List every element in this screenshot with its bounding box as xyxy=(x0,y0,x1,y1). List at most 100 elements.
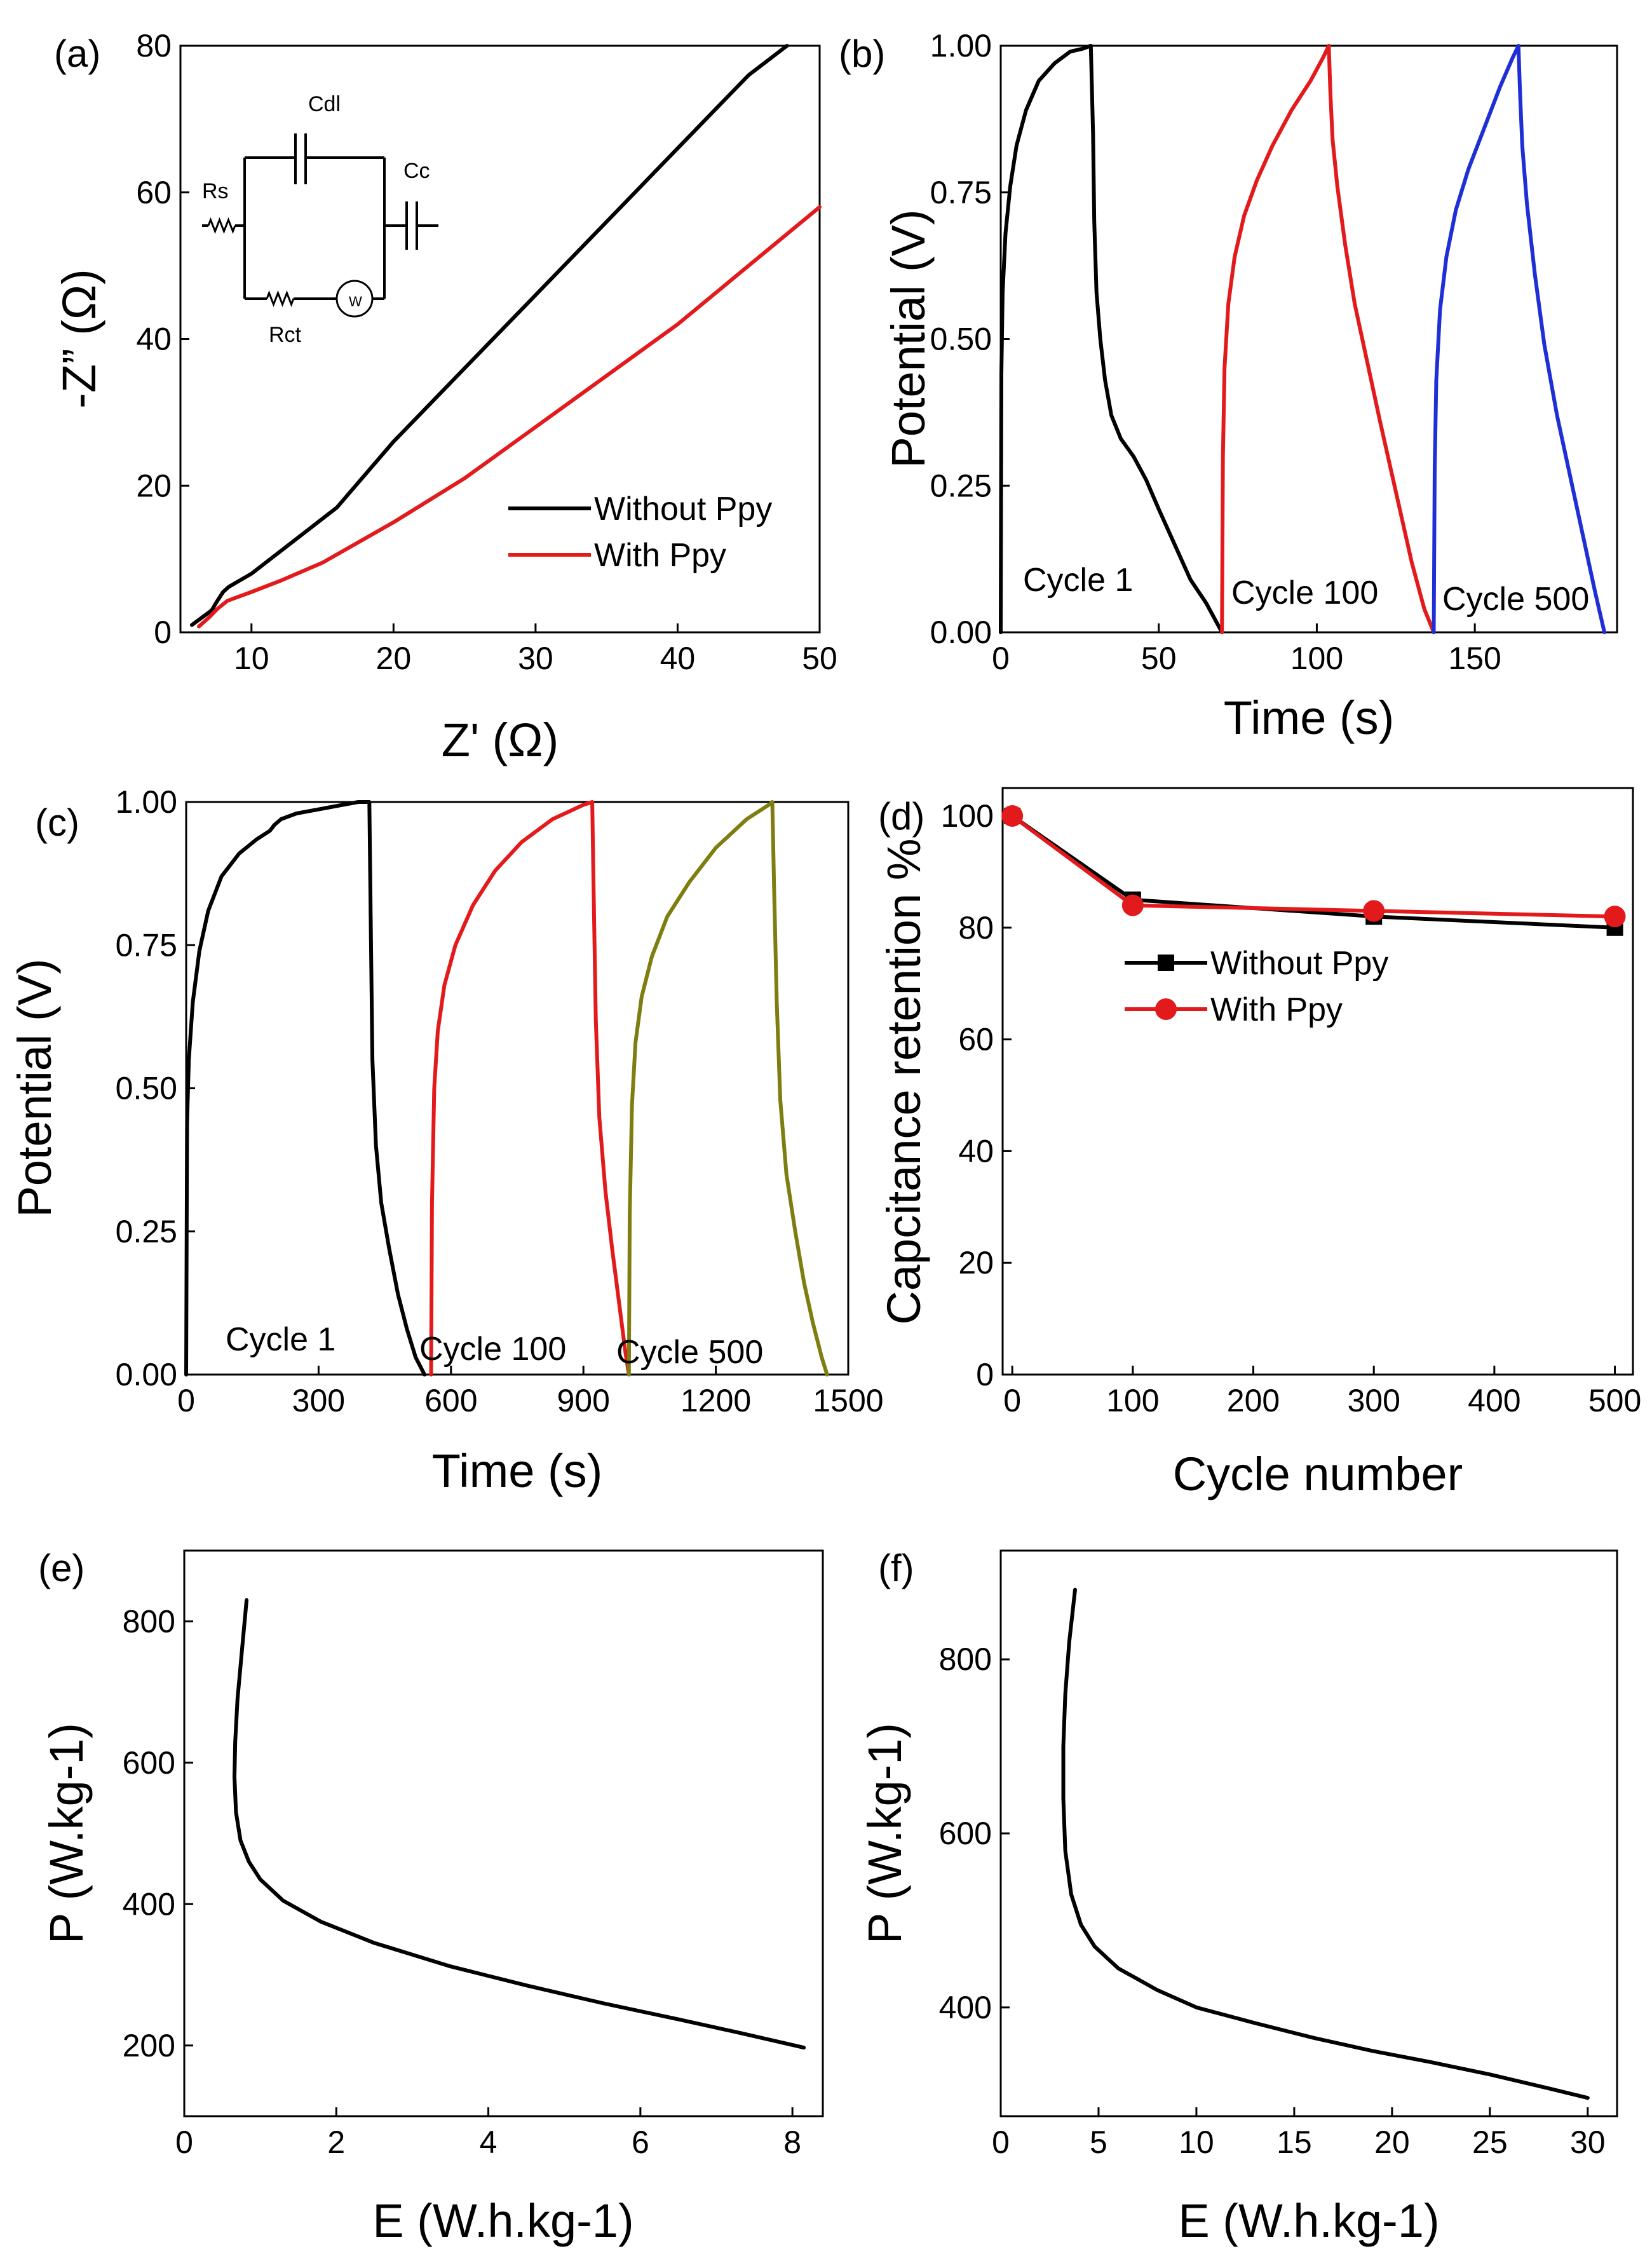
x-tick-label: 0 xyxy=(992,641,1010,676)
x-tick-label: 0 xyxy=(1003,1383,1021,1418)
x-tick-label: 4 xyxy=(480,2124,498,2160)
y-tick-label: 400 xyxy=(939,1990,992,2025)
x-tick-label: 300 xyxy=(1347,1383,1400,1418)
series-line-1 xyxy=(233,1598,806,2050)
y-tick-label: 80 xyxy=(136,28,172,64)
y-tick-label: 200 xyxy=(123,2028,175,2063)
x-tick-label: 1200 xyxy=(680,1383,751,1418)
chart-panel-6: 0 5 10 15 20 25 30 400 600 800 (f) E (W.h.kg-1) P (W… xyxy=(858,1547,1618,2247)
resistor-rs xyxy=(207,217,236,234)
y-tick-label: 0 xyxy=(976,1357,994,1392)
y-tick-label: 1.00 xyxy=(930,28,992,64)
x-tick-label: 50 xyxy=(1141,641,1177,676)
x-tick-label: 400 xyxy=(1468,1383,1520,1418)
equivalent-circuit-inset: Rs Cdl Cc Rct W xyxy=(202,92,438,347)
x-axis-label: Time (s) xyxy=(1224,691,1395,744)
y-axis-label: P (W.kg-1) xyxy=(40,1723,93,1944)
x-tick-label: 20 xyxy=(376,641,412,676)
y-tick-label: 800 xyxy=(123,1603,175,1639)
y-tick-label: 600 xyxy=(123,1745,175,1781)
circuit-label: Rs xyxy=(202,179,229,203)
y-tick-label: 0.00 xyxy=(930,615,992,650)
y-tick-label: 600 xyxy=(939,1816,992,1851)
x-tick-label: 20 xyxy=(1374,2124,1410,2160)
y-tick-label: 0 xyxy=(154,615,172,650)
y-axis-label: Capcitance retention % xyxy=(877,838,930,1324)
y-tick-label: 0.00 xyxy=(116,1357,177,1392)
x-tick-label: 900 xyxy=(557,1383,609,1418)
x-tick-label: 600 xyxy=(424,1383,477,1418)
panel-label: (e) xyxy=(38,1547,85,1589)
circuit-label: W xyxy=(349,294,362,309)
x-tick-label: 0 xyxy=(175,2124,193,2160)
data-point-circle xyxy=(1121,894,1144,916)
panel-label: (a) xyxy=(54,32,100,75)
cycle-annotation: Cycle 1 xyxy=(1023,562,1133,599)
cycle-annotation: Cycle 100 xyxy=(419,1331,566,1368)
y-axis-label: -Z” (Ω) xyxy=(53,269,105,409)
y-tick-label: 20 xyxy=(958,1245,994,1281)
x-tick-label: 100 xyxy=(1290,641,1343,676)
y-tick-label: 0.25 xyxy=(116,1214,177,1249)
x-tick-label: 5 xyxy=(1090,2124,1107,2160)
y-axis-label: Potential (V) xyxy=(882,209,935,468)
x-tick-label: 300 xyxy=(292,1383,345,1418)
x-tick-label: 30 xyxy=(518,641,553,676)
x-tick-label: 15 xyxy=(1276,2124,1312,2160)
y-tick-label: 40 xyxy=(136,322,172,357)
chart-panel-2: 0 50 100 150 0.00 0.25 0.50 0.75 1.00 Cycle 1 Cycl… xyxy=(839,28,1618,744)
data-point-circle xyxy=(1363,900,1385,922)
y-tick-label: 60 xyxy=(958,1022,994,1057)
series-line-1 xyxy=(189,44,789,627)
legend-label: With Ppy xyxy=(594,537,726,574)
resistor-rct xyxy=(266,290,295,308)
chart-panel-4: 0 100 200 300 400 500 0 20 40 60 80 100 Without Ppy W… xyxy=(877,787,1641,1500)
x-tick-label: 40 xyxy=(660,641,696,676)
x-tick-label: 10 xyxy=(234,641,269,676)
y-tick-label: 60 xyxy=(136,175,172,210)
y-tick-label: 80 xyxy=(958,910,994,946)
x-tick-label: 30 xyxy=(1570,2124,1606,2160)
y-tick-label: 0.75 xyxy=(930,175,992,210)
series-line-1 xyxy=(999,44,1224,634)
x-tick-label: 0 xyxy=(992,2124,1010,2160)
series-line-1 xyxy=(184,800,427,1376)
x-axis-label: Z' (Ω) xyxy=(442,714,559,766)
cycle-annotation: Cycle 500 xyxy=(616,1334,763,1371)
plot-frame xyxy=(1001,787,1634,1376)
x-tick-label: 25 xyxy=(1472,2124,1508,2160)
y-tick-label: 1.00 xyxy=(116,784,177,820)
legend-label: Without Ppy xyxy=(1210,945,1388,982)
cycle-annotation: Cycle 500 xyxy=(1442,581,1589,618)
panel-label: (c) xyxy=(35,801,79,844)
y-axis-label: P (W.kg-1) xyxy=(858,1723,911,1944)
y-tick-label: 0.75 xyxy=(116,927,177,963)
x-tick-label: 0 xyxy=(177,1383,195,1418)
y-tick-label: 20 xyxy=(136,468,172,503)
y-tick-label: 0.50 xyxy=(116,1071,177,1106)
x-axis-label: E (W.h.kg-1) xyxy=(1178,2194,1439,2247)
y-tick-label: 400 xyxy=(123,1886,175,1922)
circuit-label: Cdl xyxy=(308,92,341,116)
panel-label: (b) xyxy=(839,32,885,75)
series-line-2 xyxy=(1010,814,1617,919)
series-line-2 xyxy=(429,800,631,1376)
x-tick-label: 100 xyxy=(1106,1383,1159,1418)
series-line-1 xyxy=(1061,1587,1590,2100)
data-point-circle xyxy=(1604,906,1626,928)
x-tick-label: 10 xyxy=(1179,2124,1214,2160)
x-tick-label: 2 xyxy=(327,2124,345,2160)
series-line-3 xyxy=(1432,44,1607,634)
y-tick-label: 0.25 xyxy=(930,468,992,503)
y-tick-label: 0.50 xyxy=(930,322,992,357)
x-axis-label: Time (s) xyxy=(432,1444,603,1497)
x-tick-label: 150 xyxy=(1448,641,1501,676)
x-tick-label: 50 xyxy=(802,641,837,676)
series-line-3 xyxy=(626,800,829,1376)
x-tick-label: 1500 xyxy=(813,1383,883,1418)
x-tick-label: 6 xyxy=(632,2124,649,2160)
plot-frame xyxy=(183,1549,824,2117)
